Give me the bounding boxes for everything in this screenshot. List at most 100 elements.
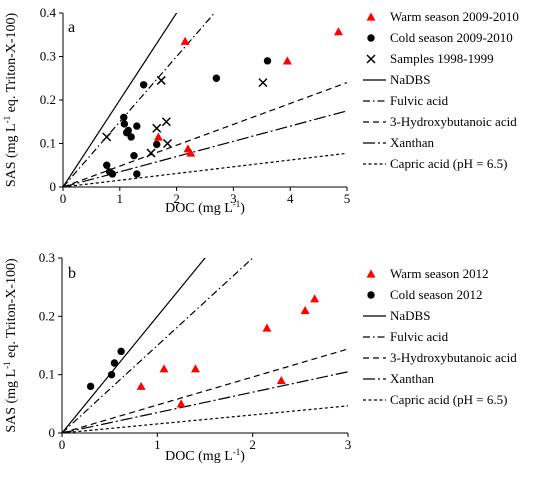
data-point <box>130 151 138 160</box>
y-tick-label: 0.2 <box>39 308 55 323</box>
reference-line-3-hydroxybutanoic-acid <box>62 348 348 433</box>
data-point <box>110 359 119 367</box>
data-point <box>139 81 148 89</box>
legend-label: Fulvic acid <box>390 93 449 108</box>
y-tick-label: 0.1 <box>40 136 56 151</box>
series-cold-season-2012 <box>86 347 125 391</box>
data-point <box>161 117 171 127</box>
legend-label: Warm season 2012 <box>390 266 489 281</box>
x-tick-label: 3 <box>230 191 237 206</box>
data-point <box>156 75 166 85</box>
data-point <box>162 138 173 149</box>
data-point <box>120 113 128 122</box>
data-point <box>102 132 112 142</box>
x-tick-label: 1 <box>117 191 124 206</box>
y-tick-label: 0 <box>50 179 57 194</box>
legend-marker <box>366 54 376 64</box>
data-point <box>103 161 111 169</box>
legend-label: Xanthan <box>390 371 435 386</box>
legend-label: Fulvic acid <box>390 329 449 344</box>
data-point <box>86 382 95 391</box>
reference-line-capric-acid-ph-6-5- <box>62 405 348 433</box>
x-tick-label: 4 <box>287 191 294 206</box>
y-tick-label: 0.4 <box>40 5 57 20</box>
legend-label: Xanthan <box>390 135 435 150</box>
series-samples-1998-1999 <box>102 75 268 158</box>
x-tick-label: 1 <box>154 437 161 452</box>
x-axis-label: DOC (mg L-1) <box>165 447 245 464</box>
data-point <box>136 381 146 390</box>
legend-marker <box>367 34 375 42</box>
data-point <box>300 306 310 315</box>
data-point <box>159 364 169 373</box>
x-tick-label: 0 <box>60 191 67 206</box>
data-point <box>127 133 135 141</box>
legend-label: Capric acid (pH = 6.5) <box>390 156 507 171</box>
data-point <box>180 36 190 45</box>
legend: Warm season 2009-2010 Cold season 2009-20… <box>363 9 519 171</box>
y-tick-label: 0.3 <box>39 250 55 265</box>
data-point <box>107 370 116 379</box>
data-point <box>282 56 292 65</box>
data-point <box>190 364 200 373</box>
legend-label: Samples 1998-1999 <box>390 51 494 66</box>
x-tick-label: 2 <box>173 191 180 206</box>
reference-line-fulvic-acid <box>63 13 216 187</box>
data-point <box>333 27 343 36</box>
panel-a-chart: 0 1 2 3 4 5 0 0.1 0.2 0.3 0.4 DOC (mg L-1) SAS (mg L… <box>2 5 519 216</box>
data-point <box>120 120 129 128</box>
data-point <box>117 347 125 356</box>
reference-line-fulvic-acid <box>62 258 254 433</box>
panel-b-chart: 0 1 2 3 0 0.1 0.2 0.3 DOC (mg L-1) SAS (mg L-1 eq… <box>2 250 517 464</box>
data-point <box>133 122 141 130</box>
legend-label: NaDBS <box>390 308 430 323</box>
data-point <box>124 126 133 135</box>
data-point <box>186 148 196 157</box>
data-point <box>258 78 268 88</box>
y-axis-label: SAS (mg L-1 eq. Triton-X-100) <box>2 258 19 433</box>
data-point <box>133 170 141 178</box>
legend-label: NaDBS <box>390 72 430 87</box>
legend-marker <box>366 12 376 21</box>
series-warm-season-2009-2010 <box>153 27 343 157</box>
y-tick-label: 0.1 <box>39 367 55 382</box>
reference-line-capric-acid-ph-6-5- <box>63 152 347 187</box>
data-point <box>212 74 221 82</box>
legend-label: Cold season 2009-2010 <box>390 30 513 45</box>
legend-label: Warm season 2009-2010 <box>390 9 519 24</box>
y-axis-label: SAS (mg L-1 eq. Triton-X-100) <box>2 12 19 187</box>
x-tick-label: 3 <box>345 437 352 452</box>
x-tick-label: 0 <box>59 437 66 452</box>
legend-marker <box>366 269 376 278</box>
data-point <box>152 123 162 133</box>
legend-marker <box>367 291 375 299</box>
legend-label: Cold season 2012 <box>390 287 482 302</box>
reference-line-nadbs <box>63 13 178 187</box>
series-cold-season-2009-2010 <box>103 57 272 178</box>
data-point <box>108 170 117 178</box>
series-warm-season-2012 <box>136 294 320 408</box>
legend-label: 3-Hydroxybutanoic acid <box>390 350 517 365</box>
data-point <box>276 376 286 385</box>
legend-label: Capric acid (pH = 6.5) <box>390 392 507 407</box>
legend: Warm season 2012 Cold season 2012 NaDBS Ful… <box>363 266 517 407</box>
y-tick-label: 0.2 <box>40 92 56 107</box>
x-tick-label: 5 <box>344 191 351 206</box>
data-point <box>146 148 156 158</box>
data-point <box>153 140 161 149</box>
data-point <box>153 132 163 141</box>
data-point <box>263 57 272 65</box>
y-tick-label: 0.3 <box>40 49 56 64</box>
y-tick-label: 0 <box>49 425 56 440</box>
legend-label: 3-Hydroxybutanoic acid <box>390 114 517 129</box>
data-point <box>310 294 320 303</box>
data-point <box>262 323 272 332</box>
panel-letter: a <box>68 19 75 36</box>
reference-lines <box>63 13 347 187</box>
panel-letter: b <box>68 265 76 282</box>
reference-line-xanthan <box>62 371 348 433</box>
x-axis-label: DOC (mg L-1) <box>165 199 245 216</box>
x-tick-label: 2 <box>249 437 256 452</box>
data-point <box>176 399 186 408</box>
